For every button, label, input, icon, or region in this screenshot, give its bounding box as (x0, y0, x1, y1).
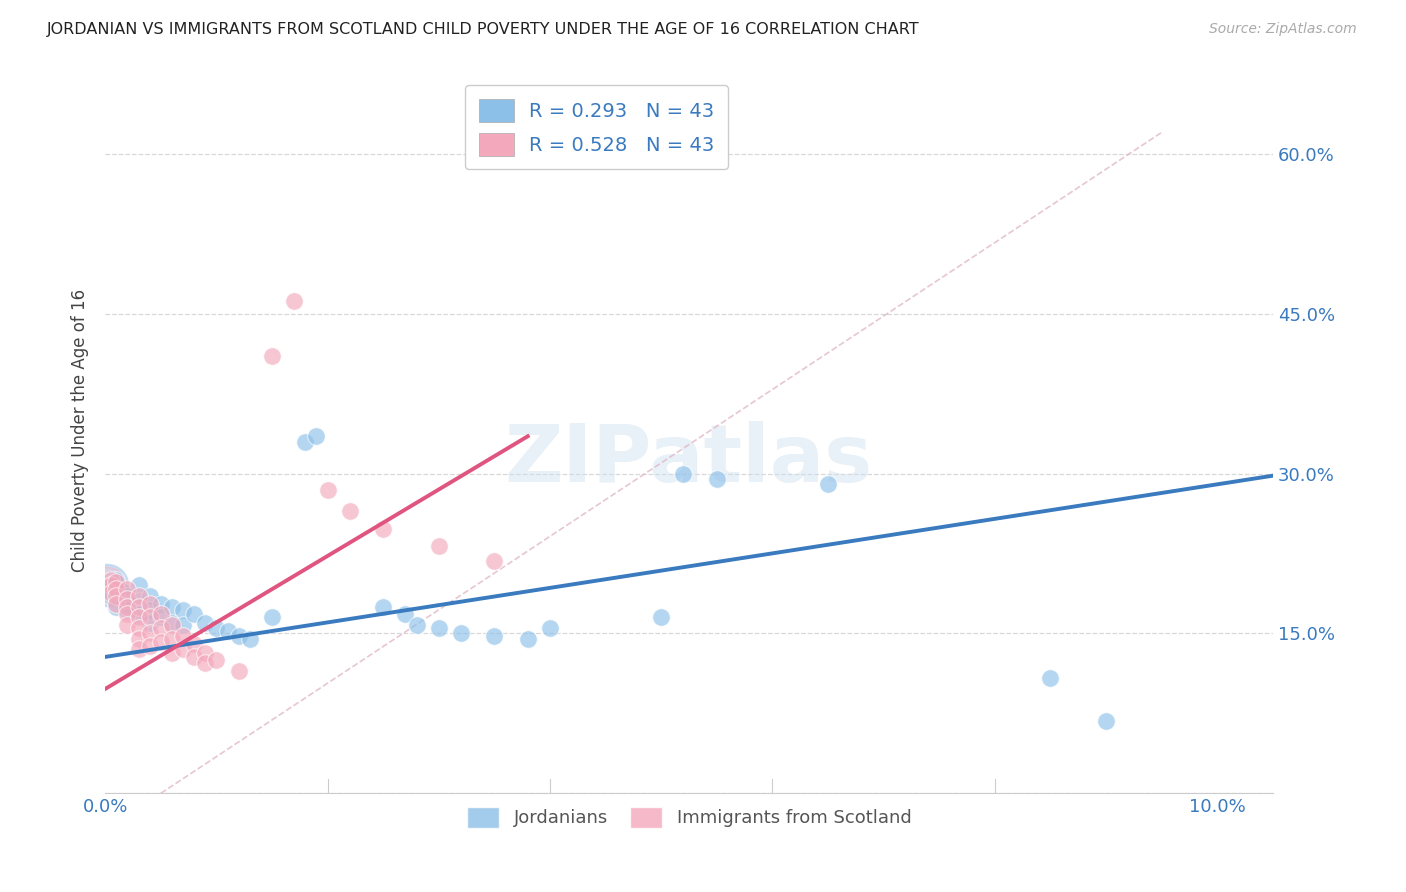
Point (105, 599, 128, 614)
Point (283, 293, 305, 308)
Point (96, 578, 118, 592)
Point (260, 349, 283, 363)
Point (205, 653, 228, 667)
Point (160, 615, 183, 630)
Point (105, 582, 128, 596)
Point (128, 632, 150, 646)
Point (117, 592, 139, 607)
Point (128, 610, 150, 624)
Point (427, 621, 450, 635)
Point (194, 615, 217, 630)
Point (138, 615, 160, 630)
Point (516, 632, 538, 646)
Point (194, 646, 217, 660)
Point (128, 578, 150, 592)
Point (484, 554, 506, 568)
Point (117, 618, 139, 632)
Point (183, 637, 205, 651)
Point (160, 632, 183, 646)
Point (105, 575, 128, 590)
Legend: Jordanians, Immigrants from Scotland: Jordanians, Immigrants from Scotland (460, 800, 918, 835)
Point (484, 629, 506, 643)
Text: Source: ZipAtlas.com: Source: ZipAtlas.com (1209, 22, 1357, 37)
Point (405, 618, 427, 632)
Point (172, 642, 194, 657)
Point (138, 597, 160, 611)
Point (450, 626, 472, 640)
Point (160, 646, 183, 660)
Point (138, 610, 160, 624)
Point (117, 582, 139, 596)
Point (149, 610, 172, 624)
Point (105, 573, 128, 587)
Point (117, 603, 139, 617)
Point (172, 603, 194, 617)
Point (128, 642, 150, 657)
Point (316, 483, 339, 497)
Point (117, 597, 139, 611)
Point (128, 594, 150, 608)
Point (128, 607, 150, 622)
Point (217, 624, 239, 639)
Point (427, 539, 450, 553)
Point (128, 589, 150, 603)
Point (149, 621, 172, 635)
Point (294, 434, 316, 449)
Point (228, 664, 250, 678)
Point (138, 589, 160, 603)
Point (160, 618, 183, 632)
Point (105, 597, 128, 611)
Point (172, 629, 194, 643)
Point (373, 522, 395, 536)
Point (100, 589, 122, 603)
Point (117, 607, 139, 622)
Point (1039, 671, 1062, 685)
Point (111, 583, 134, 598)
Point (183, 607, 205, 622)
Point (100, 573, 122, 587)
Point (138, 626, 160, 640)
Point (260, 610, 283, 624)
Point (100, 586, 122, 600)
Point (339, 504, 361, 518)
Text: JORDANIAN VS IMMIGRANTS FROM SCOTLAND CHILD POVERTY UNDER THE AGE OF 16 CORRELAT: JORDANIAN VS IMMIGRANTS FROM SCOTLAND CH… (46, 22, 920, 37)
Point (538, 621, 561, 635)
Point (672, 467, 695, 481)
Point (149, 597, 172, 611)
Point (228, 629, 250, 643)
Point (149, 635, 172, 649)
Point (183, 649, 205, 664)
Point (100, 578, 122, 592)
Point (394, 607, 416, 622)
Point (205, 621, 228, 635)
Point (239, 632, 262, 646)
Point (138, 603, 160, 617)
Point (817, 477, 839, 491)
Point (128, 621, 150, 635)
Point (160, 599, 183, 614)
Text: ZIPatlas: ZIPatlas (505, 421, 873, 499)
Y-axis label: Child Poverty Under the Age of 16: Child Poverty Under the Age of 16 (72, 289, 89, 573)
Point (96, 578, 118, 592)
Point (117, 589, 139, 603)
Point (117, 599, 139, 614)
Point (138, 639, 160, 653)
Point (172, 618, 194, 632)
Point (100, 578, 122, 592)
Point (194, 657, 217, 671)
Point (650, 610, 672, 624)
Point (105, 589, 128, 603)
Point (128, 599, 150, 614)
Point (706, 472, 728, 486)
Point (1095, 714, 1118, 728)
Point (149, 607, 172, 622)
Point (373, 599, 395, 614)
Point (305, 429, 328, 443)
